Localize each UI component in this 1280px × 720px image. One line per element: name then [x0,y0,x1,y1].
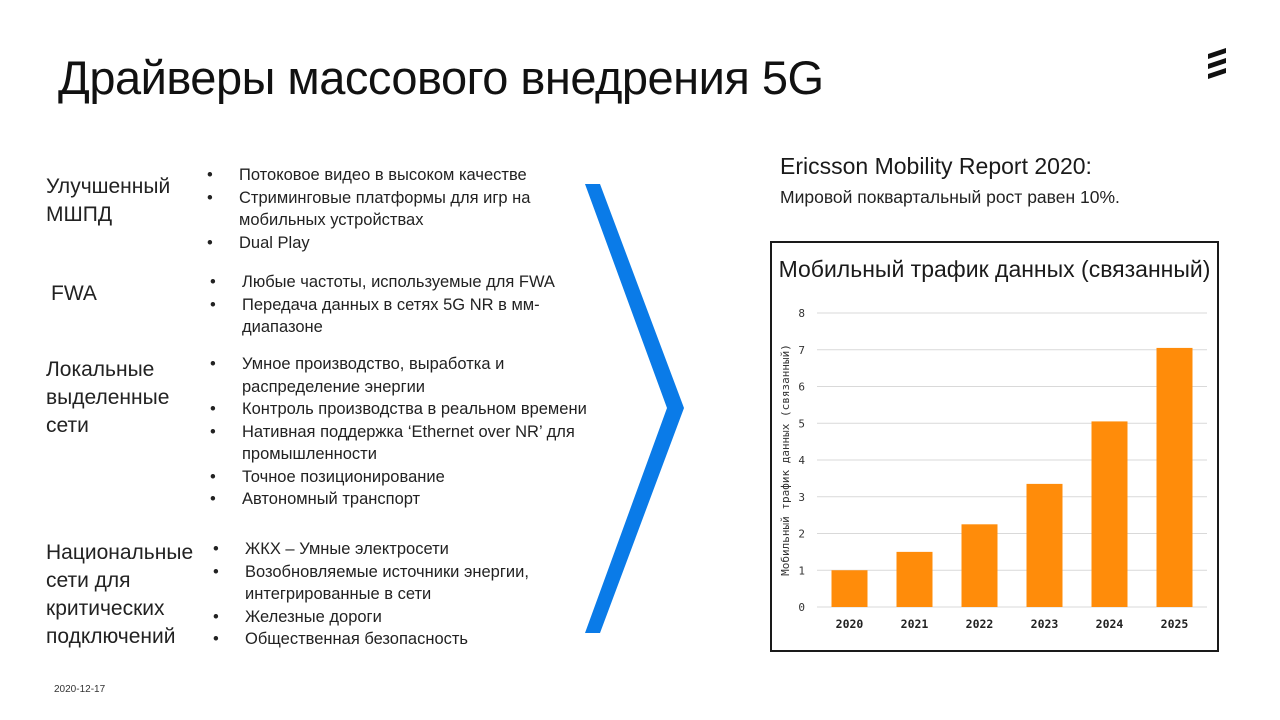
category-name-line: Улучшенный [46,175,171,198]
category-name-line: МШПД [46,203,113,226]
list-item: Любые частоты, используемые для FWA [210,271,570,294]
category-private-networks: Локальные выделенные сети [46,356,169,440]
y-tick-label: 5 [798,417,805,430]
category-name-line: подключений [46,625,176,648]
chevron-right-icon [580,180,690,645]
x-tick-label: 2020 [836,617,864,631]
y-tick-label: 6 [798,381,805,394]
bar-2020 [831,570,868,607]
bar-2023 [1026,483,1063,607]
bullet-list-enhanced-mbb: Потоковое видео в высоком качестве Стрим… [207,164,567,254]
category-enhanced-mbb: Улучшенный МШПД [46,173,170,229]
list-item: Потоковое видео в высоком качестве [207,164,567,187]
bar-2025 [1156,347,1193,607]
list-item: Стриминговые платформы для игр на мобиль… [207,187,567,232]
list-item: Передача данных в сетях 5G NR в мм-диапа… [210,294,570,339]
chart-panel: 0 1 2 3 4 5 6 7 8 2020 2021 2022 2023 2024 2025 Мобильн… [770,241,1219,652]
y-tick-label: 7 [798,344,805,357]
x-tick-label: 2024 [1096,617,1124,631]
report-subtitle: Мировой поквартальный рост равен 10%. [780,187,1120,207]
bullet-list-fwa: Любые частоты, используемые для FWA Пере… [210,271,570,339]
x-tick-label: 2022 [966,617,994,631]
y-tick-label: 1 [798,564,805,577]
list-item: Железные дороги [213,606,573,629]
category-name-line: сети для [46,569,131,592]
list-item: Автономный транспорт [210,488,610,511]
list-item: Точное позиционирование [210,466,610,489]
category-name-line: выделенные [46,386,170,409]
bullet-list-critical-networks: ЖКХ – Умные электросети Возобновляемые и… [213,538,573,651]
category-name-line: Национальные [46,541,194,564]
category-name-line: Локальные [46,358,155,381]
list-item: Контроль производства в реальном времени [210,398,610,421]
category-critical-networks: Национальные сети для критических подклю… [46,539,193,651]
category-name-line: критических [46,597,165,620]
report-title: Ericsson Mobility Report 2020: [780,153,1092,179]
bar-2024 [1091,421,1128,607]
y-tick-label: 4 [798,454,805,467]
bullet-list-private-networks: Умное производство, выработка и распреде… [210,353,610,511]
chart-title: Мобильный трафик данных (связанный) [778,256,1211,282]
y-tick-label: 2 [798,528,805,541]
list-item: Умное производство, выработка и распреде… [210,353,610,398]
y-tick-label: 3 [798,491,805,504]
category-name-line: сети [46,414,89,437]
bar-chart: 0 1 2 3 4 5 6 7 8 2020 2021 2022 2023 2024 2025 Мобильн… [779,307,1207,631]
y-tick-label: 0 [798,601,805,614]
list-item: ЖКХ – Умные электросети [213,538,573,561]
slide-title: Драйверы массового внедрения 5G [58,51,824,104]
slide-date: 2020-12-17 [54,684,106,695]
list-item: Возобновляемые источники энергии, интегр… [213,561,573,606]
y-tick-label: 8 [798,307,805,320]
list-item: Dual Play [207,232,567,255]
bar-2022 [961,524,998,607]
bar-2021 [896,551,933,607]
x-tick-label: 2021 [901,617,929,631]
x-tick-label: 2023 [1031,617,1059,631]
ericsson-logo-icon [1204,46,1230,85]
list-item: Общественная безопасность [213,628,573,651]
list-item: Нативная поддержка ‘Ethernet over NR’ дл… [210,421,610,466]
category-name-line: FWA [51,282,97,305]
category-fwa: FWA [51,280,97,308]
x-tick-label: 2025 [1161,617,1189,631]
y-axis-label: Мобильный трафик данных (связанный) [779,344,792,576]
